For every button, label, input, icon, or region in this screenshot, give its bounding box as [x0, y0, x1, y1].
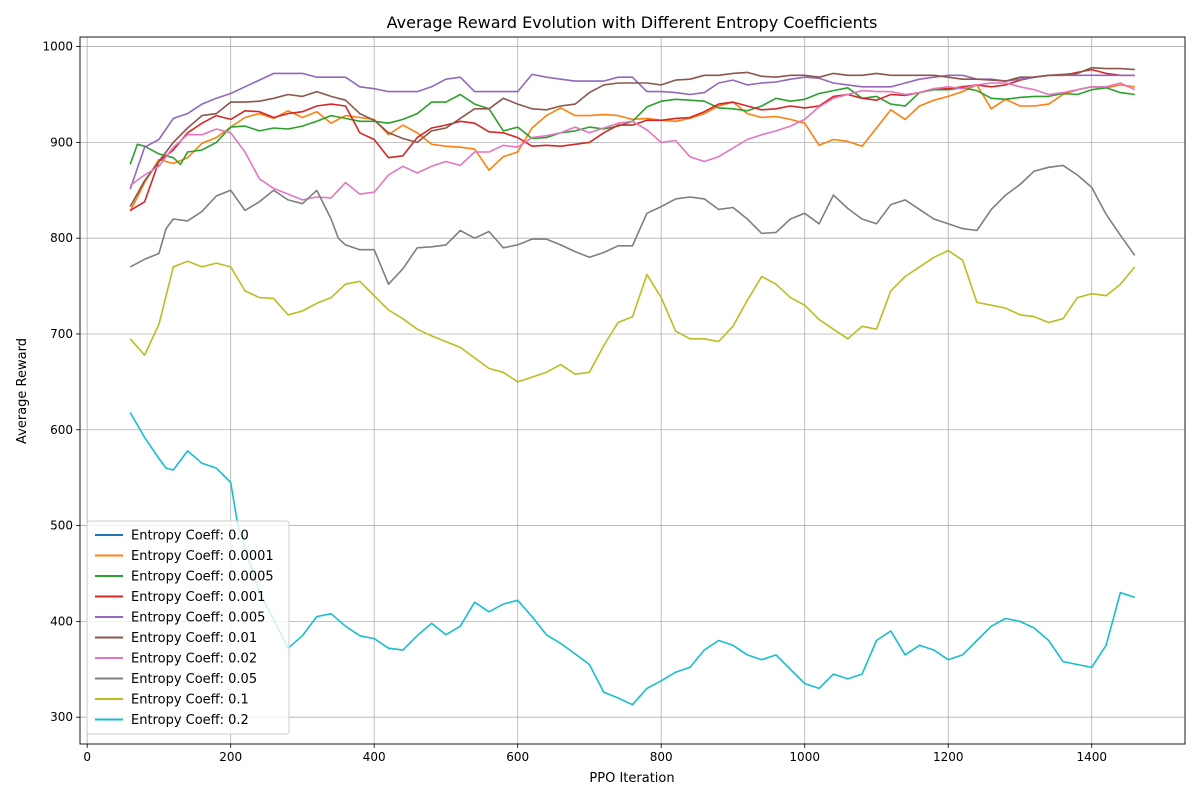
x-tick-label: 0: [83, 750, 91, 764]
legend-label: Entropy Coeff: 0.0005: [131, 570, 274, 585]
plot-area-frame: [79, 36, 1186, 745]
y-tick-label: 900: [50, 135, 73, 149]
series-line-6: [129, 82, 1136, 201]
legend-label: Entropy Coeff: 0.05: [131, 672, 257, 687]
legend-label: Entropy Coeff: 0.0: [131, 529, 249, 544]
x-tick-label: 400: [363, 750, 386, 764]
legend: Entropy Coeff: 0.0 Entropy Coeff: 0.0001 E…: [86, 520, 290, 735]
series-line-7: [129, 164, 1136, 286]
chart-title: Average Reward Evolution with Different …: [387, 13, 878, 32]
legend-label: Entropy Coeff: 0.2: [131, 713, 249, 728]
legend-label: Entropy Coeff: 0.005: [131, 611, 265, 626]
y-axis-label: Average Reward: [15, 338, 30, 444]
series-line-4: [129, 72, 1135, 190]
x-tick-label: 1400: [1076, 750, 1107, 764]
legend-label: Entropy Coeff: 0.1: [131, 693, 249, 708]
legend-label: Entropy Coeff: 0.02: [131, 652, 257, 667]
x-tick-label: 200: [219, 750, 242, 764]
x-tick-label: 1200: [933, 750, 964, 764]
series-line-5: [129, 66, 1135, 207]
x-axis-label: PPO Iteration: [589, 771, 674, 786]
series-lines: [129, 66, 1136, 706]
x-tick-label: 1000: [789, 750, 820, 764]
series-line-2: [129, 87, 1135, 166]
series-line-8: [129, 249, 1136, 383]
y-tick-label: 600: [50, 423, 73, 437]
x-tick-label: 800: [650, 750, 673, 764]
y-tick-label: 700: [50, 327, 73, 341]
legend-label: Entropy Coeff: 0.001: [131, 590, 265, 605]
legend-label: Entropy Coeff: 0.0001: [131, 549, 274, 564]
y-tick-label: 800: [50, 231, 73, 245]
y-tick-label: 1000: [42, 40, 73, 54]
y-tick-label: 400: [50, 614, 73, 628]
series-line-3: [129, 68, 1135, 212]
legend-label: Entropy Coeff: 0.01: [131, 631, 257, 646]
legend-box: [86, 520, 290, 735]
y-tick-label: 500: [50, 519, 73, 533]
x-tick-label: 600: [506, 750, 529, 764]
axis-ticks: 0 200 400 600 800 1000 1200 1400 300 400 500 600 700…: [42, 40, 1107, 764]
y-tick-label: 300: [50, 710, 73, 724]
